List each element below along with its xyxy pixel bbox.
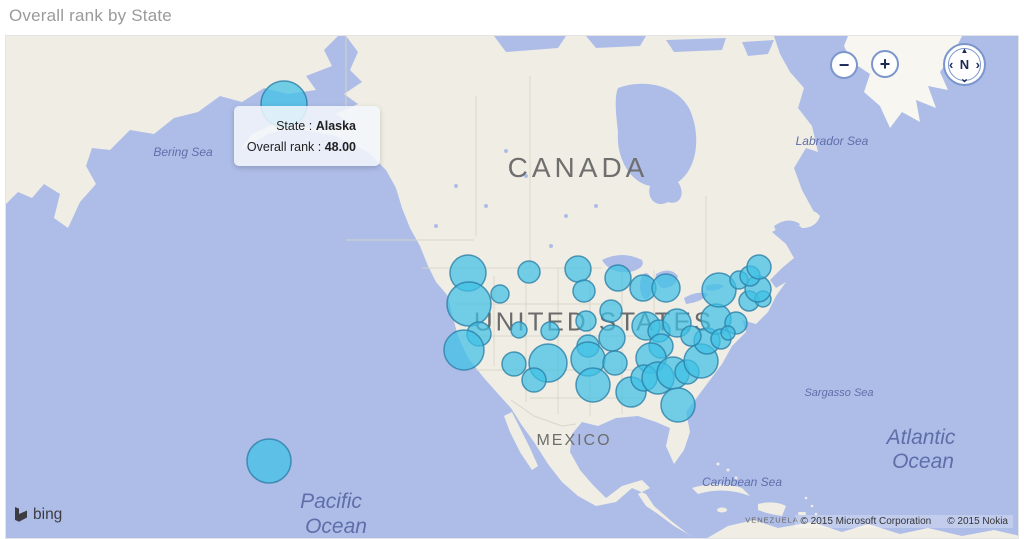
bing-map-visual[interactable]: CANADA UNITED STATES MEXICO VENEZUELA Be…	[5, 35, 1019, 539]
minus-icon: −	[838, 55, 850, 75]
arctic-channel	[494, 36, 566, 52]
pan-right-icon[interactable]: ›	[975, 56, 980, 72]
sea-label-labrador: Labrador Sea	[795, 134, 869, 148]
tooltip-state-label: State :	[276, 118, 313, 133]
small-lake	[434, 224, 438, 228]
tooltip-rank-value: 48.00	[324, 139, 356, 154]
land-siberia	[6, 36, 338, 228]
pan-up-icon[interactable]: ▲	[960, 46, 969, 55]
island-cuba	[692, 484, 750, 496]
gulf-st-lawrence	[774, 220, 800, 236]
island-antilles	[810, 504, 814, 508]
small-lake	[504, 149, 508, 153]
island-jamaica	[717, 507, 727, 513]
plus-icon: +	[879, 54, 891, 74]
compass-north-label: N	[959, 56, 970, 72]
sea-label-bering: Bering Sea	[153, 145, 213, 159]
small-lake	[484, 204, 488, 208]
island-bahamas	[734, 476, 738, 480]
arctic-channel	[666, 38, 726, 52]
island-hispaniola	[758, 502, 786, 516]
arctic-channel	[742, 40, 774, 56]
island-vancouver	[434, 268, 450, 288]
island-bahamas	[716, 462, 720, 466]
island-antilles	[814, 512, 818, 516]
compass-ring	[948, 48, 981, 81]
island-antilles	[804, 496, 808, 500]
tooltip-state-row: State : Alaska	[234, 119, 380, 133]
small-lake	[549, 244, 553, 248]
tooltip: State : Alaska Overall rank : 48.00	[234, 106, 380, 166]
island-newfoundland	[796, 210, 820, 228]
zoom-out-button[interactable]: −	[830, 51, 858, 79]
island-antilles	[816, 521, 820, 525]
country-label-united-states: UNITED STATES	[473, 306, 715, 337]
island-puerto-rico	[798, 512, 806, 515]
tooltip-state-value: Alaska	[315, 118, 356, 133]
compass-control[interactable]: N ▲ ⌄ ‹ ›	[943, 43, 986, 86]
small-lake	[594, 204, 598, 208]
tooltip-rank-row: Overall rank : 48.00	[234, 140, 380, 154]
ocean-label-atlantic-2: Ocean	[892, 450, 954, 473]
ocean-label-atlantic-1: Atlantic	[886, 426, 956, 449]
ocean-label-pacific-2: Ocean	[305, 515, 367, 538]
small-lake	[564, 214, 568, 218]
ocean-label-pacific-1: Pacific	[300, 490, 362, 513]
tooltip-rank-label: Overall rank :	[246, 139, 322, 154]
pan-left-icon[interactable]: ‹	[949, 56, 954, 72]
country-label-venezuela: VENEZUELA	[745, 515, 799, 525]
bing-logo[interactable]: bing	[15, 506, 62, 524]
map-copyright: © 2015 Microsoft Corporation © 2015 Noki…	[795, 515, 1013, 528]
pan-down-icon[interactable]: ⌄	[959, 73, 970, 85]
small-lake	[524, 174, 528, 178]
hudson-bay	[615, 83, 697, 205]
land-south-america	[707, 520, 1018, 538]
basemap-layer	[6, 36, 1018, 538]
sea-label-caribbean: Caribbean Sea	[701, 475, 783, 489]
island-bahamas	[726, 468, 730, 472]
lake-michigan	[640, 273, 652, 299]
country-label-mexico: MEXICO	[536, 432, 612, 449]
bing-b-icon	[15, 506, 27, 522]
microsoft-copyright: © 2015 Microsoft Corporation	[800, 516, 932, 527]
sea-label-sargasso: Sargasso Sea	[804, 387, 874, 399]
visual-title: Overall rank by State	[9, 6, 172, 25]
arctic-channel	[586, 36, 646, 48]
zoom-in-button[interactable]: +	[871, 50, 899, 78]
country-label-canada: CANADA	[507, 152, 649, 183]
bing-logo-text: bing	[33, 506, 63, 523]
peninsula-baja	[504, 412, 538, 470]
small-lake	[454, 184, 458, 188]
nokia-copyright: © 2015 Nokia	[947, 516, 1008, 527]
